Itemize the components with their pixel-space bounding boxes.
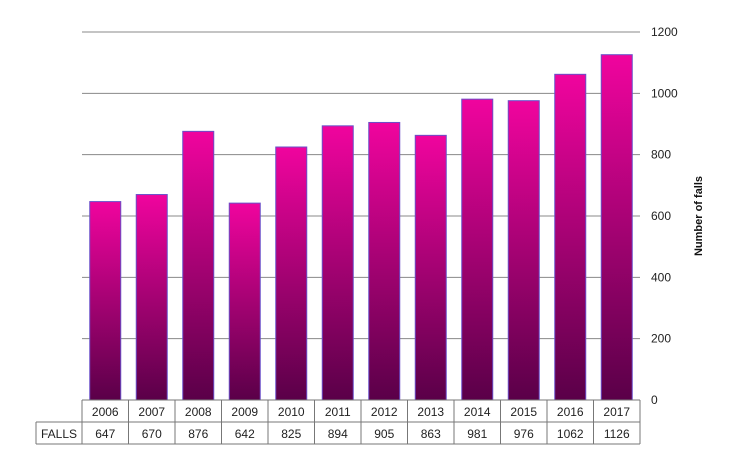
bar-2009 bbox=[228, 202, 261, 401]
y-tick-label: 200 bbox=[651, 332, 671, 346]
data-label: 905 bbox=[374, 427, 394, 441]
y-tick-label: 1000 bbox=[651, 86, 678, 100]
y-axis-label: Number of falls bbox=[693, 176, 705, 256]
data-label: 825 bbox=[281, 427, 301, 441]
bar-2008 bbox=[182, 130, 215, 401]
bar-2013 bbox=[414, 134, 447, 401]
data-label: 981 bbox=[467, 427, 487, 441]
x-tick-label: 2006 bbox=[92, 405, 119, 419]
x-tick-label: 2016 bbox=[557, 405, 584, 419]
bar-2010 bbox=[275, 146, 308, 401]
y-tick-label: 0 bbox=[651, 393, 658, 407]
x-tick-label: 2007 bbox=[138, 405, 165, 419]
x-tick-label: 2015 bbox=[510, 405, 537, 419]
x-tick-label: 2017 bbox=[603, 405, 630, 419]
bar-2017 bbox=[600, 54, 633, 401]
bar-2012 bbox=[368, 121, 401, 401]
bars bbox=[89, 54, 633, 401]
data-label: 1062 bbox=[557, 427, 584, 441]
x-tick-label: 2010 bbox=[278, 405, 305, 419]
data-table: 2006 2007 2008 2009 2010 2011 2012 2013 2014 2015… bbox=[35, 399, 641, 445]
data-label: 642 bbox=[235, 427, 255, 441]
x-tick-label: 2011 bbox=[325, 405, 351, 419]
bar-2006 bbox=[89, 201, 122, 401]
x-tick-label: 2008 bbox=[185, 405, 212, 419]
data-label: 894 bbox=[328, 427, 348, 441]
bar-2015 bbox=[507, 100, 540, 401]
series-label: FALLS bbox=[41, 427, 77, 441]
gridlines bbox=[82, 31, 640, 340]
bar-2014 bbox=[461, 98, 494, 401]
bar-2011 bbox=[321, 125, 354, 401]
y-tick-label: 1200 bbox=[651, 25, 678, 39]
data-label: 876 bbox=[188, 427, 208, 441]
data-label: 863 bbox=[421, 427, 441, 441]
y-axis-ticks: 0 200 400 600 800 1000 1200 bbox=[651, 25, 678, 407]
y-tick-label: 800 bbox=[651, 148, 671, 162]
data-label: 647 bbox=[95, 427, 115, 441]
y-tick-label: 600 bbox=[651, 209, 671, 223]
x-tick-label: 2012 bbox=[371, 405, 398, 419]
bar-2007 bbox=[135, 194, 168, 401]
data-label: 976 bbox=[514, 427, 534, 441]
x-tick-label: 2014 bbox=[464, 405, 491, 419]
x-tick-label: 2013 bbox=[417, 405, 444, 419]
x-tick-label: 2009 bbox=[231, 405, 258, 419]
bar-2016 bbox=[554, 73, 587, 401]
y-tick-label: 400 bbox=[651, 270, 671, 284]
data-label: 670 bbox=[142, 427, 162, 441]
data-label: 1126 bbox=[604, 427, 630, 441]
